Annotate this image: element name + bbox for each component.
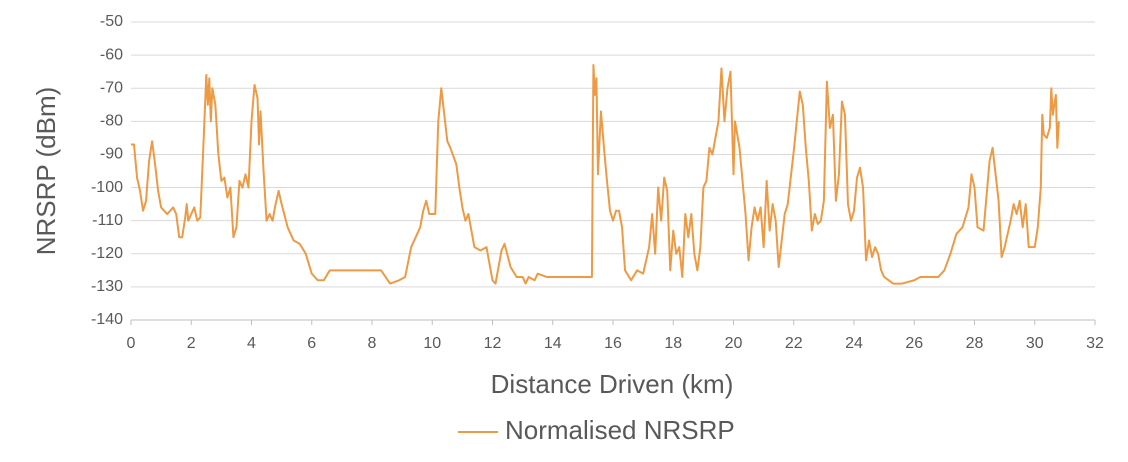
x-tick-label: 26 [905,335,923,352]
y-tick-label: -90 [100,146,123,163]
x-tick-label: 14 [544,335,562,352]
x-tick-label: 30 [1026,335,1044,352]
x-tick-label: 2 [187,335,196,352]
x-tick-label: 28 [966,335,984,352]
y-tick-label: -140 [91,311,123,328]
y-axis-title: NRSRP (dBm) [31,87,61,256]
y-tick-label: -80 [100,113,123,130]
x-tick-label: 8 [368,335,377,352]
y-tick-label: -130 [91,278,123,295]
x-tick-label: 22 [785,335,803,352]
x-tick-label: 32 [1086,335,1104,352]
x-tick-label: 10 [423,335,441,352]
data-line [131,64,1060,285]
x-tick-label: 0 [127,335,136,352]
x-tick-label: 12 [484,335,502,352]
legend-label: Normalised NRSRP [505,415,735,445]
x-tick-label: 16 [604,335,622,352]
x-tick-label: 6 [307,335,316,352]
x-tick-label: 4 [247,335,256,352]
x-axis-title: Distance Driven (km) [491,369,734,399]
y-tick-label: -70 [100,79,123,96]
x-tick-label: 24 [845,335,863,352]
y-tick-label: -60 [100,46,123,63]
x-tick-label: 18 [664,335,682,352]
y-tick-label: -50 [100,13,123,30]
y-tick-label: -120 [91,245,123,262]
y-tick-label: -100 [91,179,123,196]
y-tick-label: -110 [92,212,123,229]
x-tick-label: 20 [725,335,743,352]
